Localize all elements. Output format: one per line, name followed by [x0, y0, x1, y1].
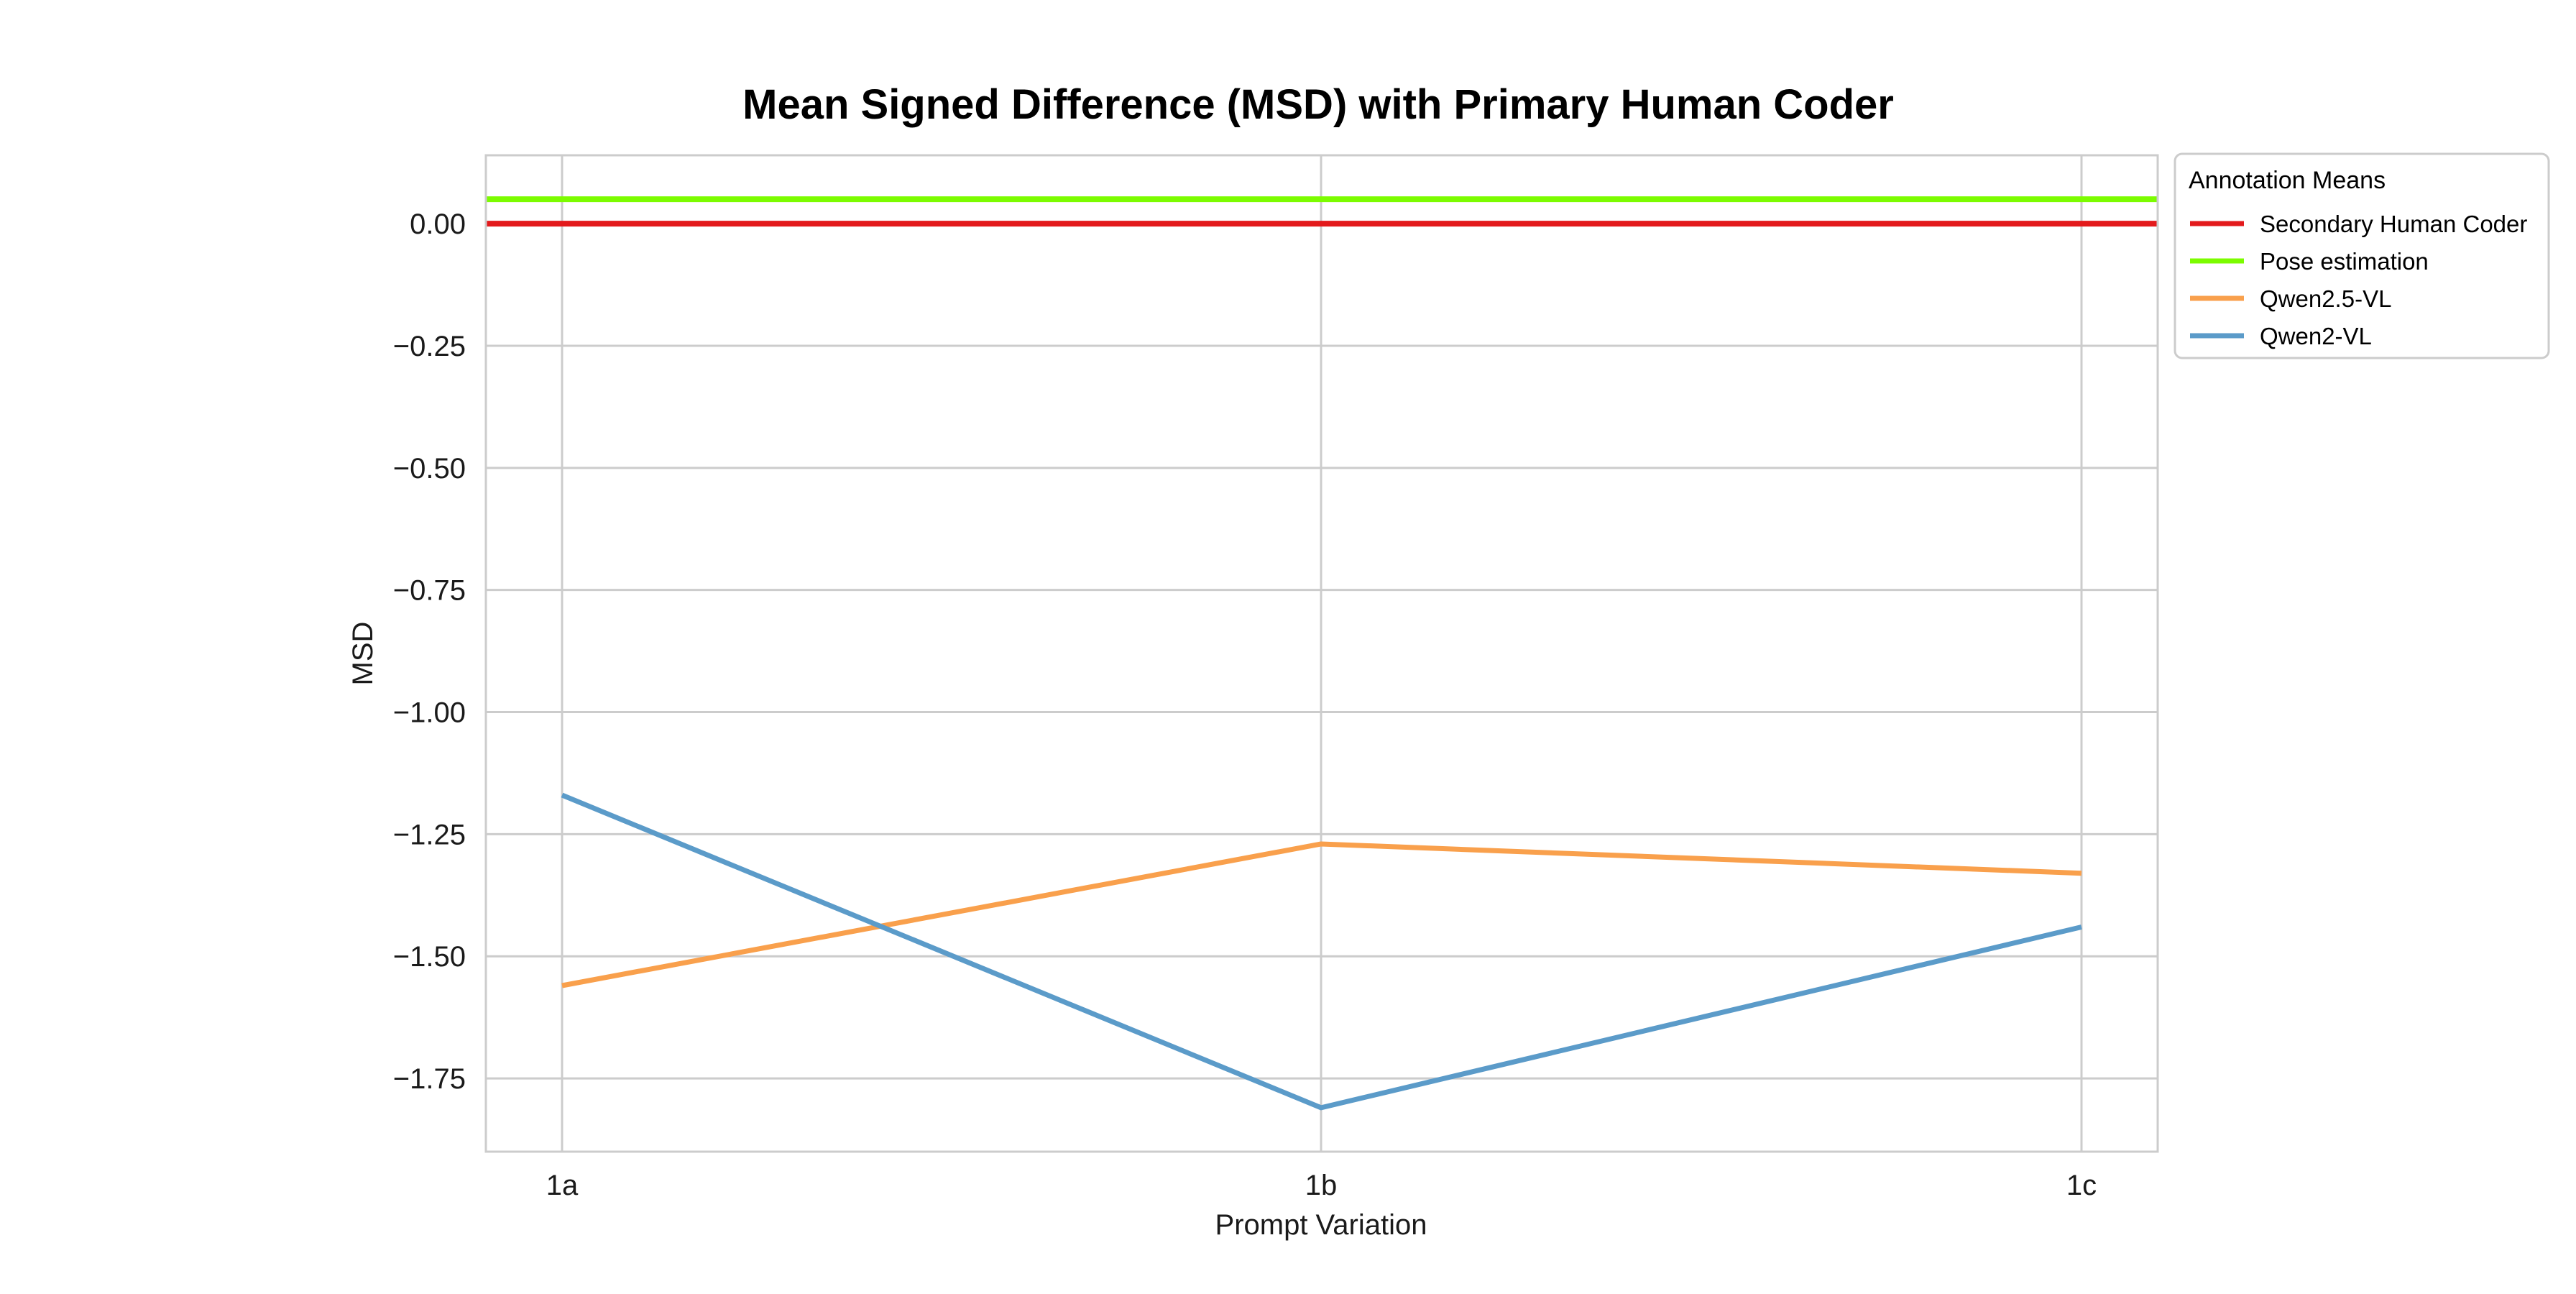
x-tick-label: 1c — [2066, 1170, 2097, 1201]
y-tick-label: −0.50 — [393, 453, 466, 485]
legend-title: Annotation Means — [2189, 167, 2386, 194]
x-tick-labels: 1a 1b 1c — [546, 1170, 2097, 1201]
chart-title: Mean Signed Difference (MSD) with Primar… — [742, 81, 1894, 128]
y-tick-label: −1.00 — [393, 697, 466, 729]
legend-items: Secondary Human Coder Pose estimation Qwen… — [2190, 211, 2527, 349]
x-tick-label: 1b — [1305, 1170, 1338, 1201]
y-tick-label: 0.00 — [410, 208, 466, 240]
x-tick-label: 1a — [546, 1170, 579, 1201]
y-tick-label: −0.75 — [393, 575, 466, 607]
y-axis-label: MSD — [347, 622, 379, 686]
legend-label-qwen2-vl: Qwen2-VL — [2260, 323, 2372, 349]
series-lines — [486, 196, 2158, 1111]
y-tick-labels: 0.00 −0.25 −0.50 −0.75 −1.00 −1.25 −1.50 −1.75 — [393, 208, 466, 1095]
legend-label-pose-estimation: Pose estimation — [2260, 248, 2429, 275]
legend: Annotation Means Secondary Human Coder Po… — [2174, 152, 2550, 359]
y-tick-label: −1.75 — [393, 1063, 466, 1095]
grid-lines — [486, 155, 2158, 1152]
y-tick-label: −1.25 — [393, 819, 466, 850]
y-tick-label: −0.25 — [393, 331, 466, 362]
series-line-qwen2-vl — [561, 792, 2082, 1111]
legend-label-qwen2-5-vl: Qwen2.5-VL — [2260, 285, 2391, 312]
plot-area-frame — [484, 154, 2159, 1153]
series-line-qwen2-5-vl — [561, 841, 2082, 988]
legend-label-secondary-human-coder: Secondary Human Coder — [2260, 211, 2527, 237]
x-axis-label: Prompt Variation — [1215, 1209, 1427, 1241]
y-tick-label: −1.50 — [393, 941, 466, 973]
legend-frame — [2174, 152, 2550, 359]
